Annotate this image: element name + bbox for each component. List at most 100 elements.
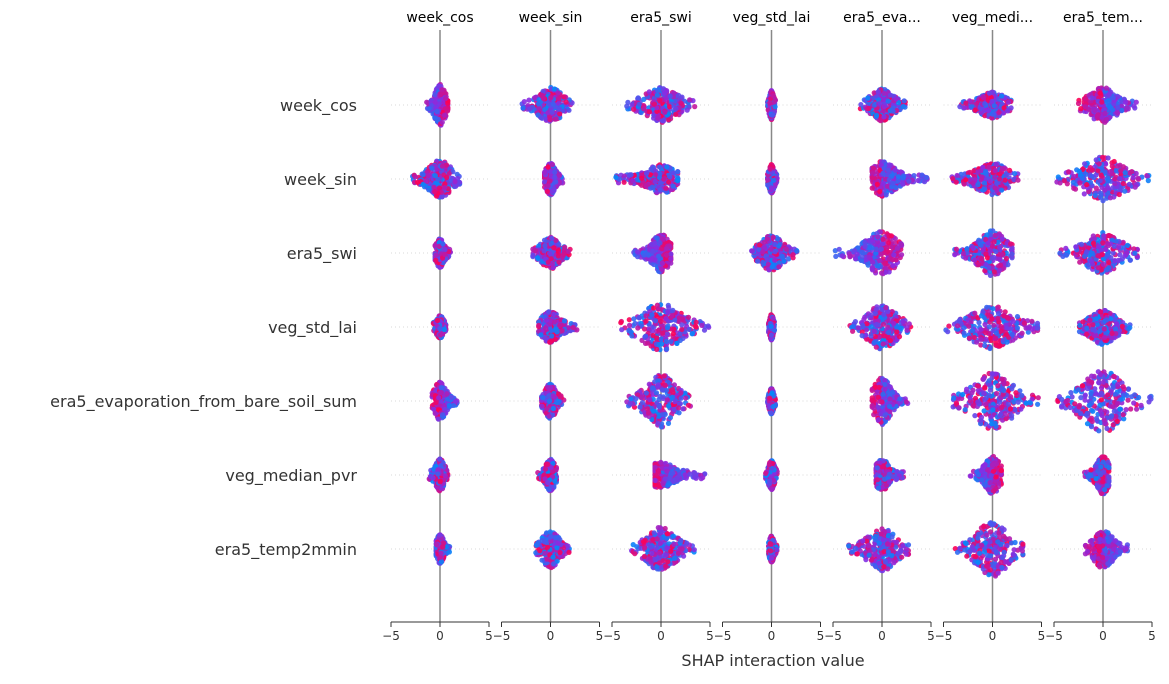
data-point	[879, 246, 884, 251]
data-point	[1108, 195, 1113, 200]
data-point	[893, 168, 898, 173]
data-point	[527, 107, 532, 112]
data-point	[653, 172, 658, 177]
data-point	[535, 255, 540, 260]
beeswarm-cell	[631, 233, 673, 275]
data-point	[1135, 176, 1140, 181]
data-point	[1110, 164, 1115, 169]
data-point	[1145, 174, 1150, 179]
x-tick-label: −5	[493, 629, 511, 643]
data-point	[755, 259, 760, 264]
row-label: era5_swi	[287, 244, 357, 264]
data-point	[866, 106, 871, 111]
data-point	[776, 264, 781, 269]
data-point	[877, 189, 882, 194]
data-point	[1080, 176, 1085, 181]
data-point	[993, 168, 998, 173]
data-point	[760, 249, 765, 254]
data-point	[433, 100, 438, 105]
data-point	[886, 99, 891, 104]
data-point	[963, 101, 968, 106]
data-point	[772, 242, 777, 247]
data-point	[1117, 192, 1122, 197]
row-label: week_sin	[284, 170, 357, 190]
data-point	[865, 95, 870, 100]
x-tick-label: −5	[824, 629, 842, 643]
data-point	[1066, 169, 1071, 174]
column-title: era5_eva...	[843, 10, 921, 26]
data-point	[550, 110, 555, 115]
column-title: era5_swi	[630, 10, 692, 26]
data-point	[657, 164, 662, 169]
data-point	[891, 109, 896, 114]
data-point	[639, 176, 644, 181]
data-point	[781, 259, 786, 264]
data-point	[954, 180, 959, 185]
data-point	[1123, 100, 1128, 105]
data-point	[1099, 174, 1104, 179]
data-point	[901, 175, 906, 180]
data-point	[1117, 176, 1122, 181]
data-point	[452, 179, 457, 184]
data-point	[554, 116, 559, 121]
beeswarm-cell	[530, 235, 572, 271]
data-point	[1111, 95, 1116, 100]
data-point	[564, 100, 569, 105]
data-point	[551, 245, 556, 250]
data-point	[644, 170, 649, 175]
data-point	[663, 186, 668, 191]
beeswarm-cell	[765, 162, 780, 195]
data-point	[1105, 175, 1110, 180]
data-point	[662, 110, 667, 115]
data-point	[962, 105, 967, 110]
data-point	[551, 101, 556, 106]
beeswarm-cell	[1076, 85, 1139, 125]
data-point	[635, 250, 640, 255]
data-point	[986, 164, 991, 169]
data-point	[552, 170, 557, 175]
data-point	[770, 93, 775, 98]
beeswarm-cell	[870, 159, 930, 199]
beeswarm-cell	[765, 88, 778, 122]
data-point	[440, 87, 445, 92]
beeswarm-cell	[613, 162, 680, 195]
data-point	[963, 177, 968, 182]
beeswarm-cell	[520, 85, 575, 124]
data-point	[765, 257, 770, 262]
data-point	[999, 93, 1004, 98]
data-point	[521, 106, 526, 111]
data-point	[876, 89, 881, 94]
data-point	[443, 247, 448, 252]
data-point	[768, 166, 773, 171]
data-point	[1102, 188, 1107, 193]
x-tick-label: 0	[1099, 629, 1107, 643]
data-point	[692, 104, 697, 109]
data-point	[870, 170, 875, 175]
data-point	[1012, 171, 1017, 176]
data-point	[870, 186, 875, 191]
data-point	[996, 110, 1001, 115]
x-tick-label: 0	[547, 629, 555, 643]
data-point	[1115, 105, 1120, 110]
data-point	[1107, 92, 1112, 97]
data-point	[547, 117, 552, 122]
data-point	[765, 236, 770, 241]
data-point	[888, 93, 893, 98]
data-point	[773, 104, 778, 109]
data-point	[1090, 168, 1095, 173]
data-point	[1108, 169, 1113, 174]
data-point	[992, 175, 997, 180]
data-point	[551, 188, 556, 193]
data-point	[413, 174, 418, 179]
column-title: era5_tem...	[1063, 10, 1143, 26]
data-point	[1104, 117, 1109, 122]
data-point	[1077, 180, 1082, 185]
data-point	[424, 100, 429, 105]
data-point	[1103, 111, 1108, 116]
data-point	[1078, 106, 1083, 111]
data-point	[1110, 107, 1115, 112]
data-point	[661, 237, 666, 242]
x-tick-label: −5	[714, 629, 732, 643]
data-point	[1095, 113, 1100, 118]
data-point	[770, 113, 775, 118]
